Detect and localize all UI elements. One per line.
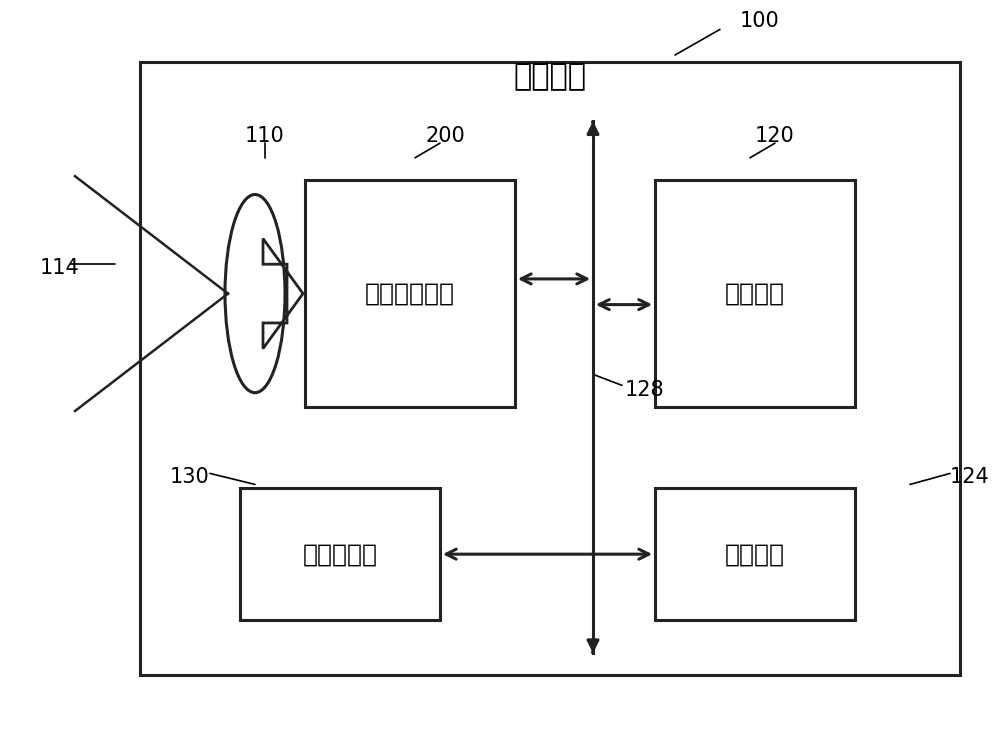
- Text: 记录单元: 记录单元: [725, 282, 785, 305]
- Text: 固态成像器件: 固态成像器件: [365, 282, 455, 305]
- Text: 124: 124: [950, 467, 990, 487]
- Text: 通信接口: 通信接口: [725, 542, 785, 566]
- Text: 128: 128: [625, 380, 665, 401]
- Bar: [305, 180, 515, 407]
- Bar: [140, 62, 960, 675]
- Text: 130: 130: [170, 467, 210, 487]
- Bar: [240, 488, 440, 620]
- Ellipse shape: [225, 195, 285, 393]
- Text: 处理器系统: 处理器系统: [302, 542, 378, 566]
- Text: 120: 120: [755, 126, 795, 146]
- Bar: [655, 180, 855, 407]
- Text: 110: 110: [245, 126, 285, 146]
- Bar: [655, 488, 855, 620]
- Text: 200: 200: [425, 126, 465, 146]
- Text: 成像装置: 成像装置: [514, 62, 586, 92]
- Text: 100: 100: [740, 10, 780, 31]
- Polygon shape: [263, 239, 303, 349]
- Text: 114: 114: [40, 258, 80, 278]
